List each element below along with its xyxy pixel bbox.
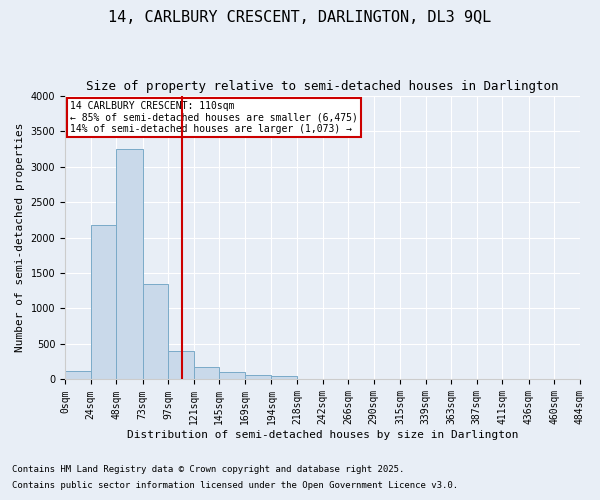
Bar	[271, 376, 297, 380]
Bar	[65, 371, 91, 380]
Text: 14, CARLBURY CRESCENT, DARLINGTON, DL3 9QL: 14, CARLBURY CRESCENT, DARLINGTON, DL3 9…	[109, 10, 491, 25]
Bar	[245, 375, 271, 380]
Bar	[194, 368, 220, 380]
Y-axis label: Number of semi-detached properties: Number of semi-detached properties	[15, 123, 25, 352]
Text: Contains HM Land Registry data © Crown copyright and database right 2025.: Contains HM Land Registry data © Crown c…	[12, 466, 404, 474]
Bar	[143, 284, 168, 380]
X-axis label: Distribution of semi-detached houses by size in Darlington: Distribution of semi-detached houses by …	[127, 430, 518, 440]
Bar	[116, 149, 143, 380]
Title: Size of property relative to semi-detached houses in Darlington: Size of property relative to semi-detach…	[86, 80, 559, 93]
Text: 14 CARLBURY CRESCENT: 110sqm
← 85% of semi-detached houses are smaller (6,475)
1: 14 CARLBURY CRESCENT: 110sqm ← 85% of se…	[70, 101, 358, 134]
Bar	[220, 372, 245, 380]
Text: Contains public sector information licensed under the Open Government Licence v3: Contains public sector information licen…	[12, 480, 458, 490]
Bar	[168, 351, 194, 380]
Bar	[91, 225, 116, 380]
